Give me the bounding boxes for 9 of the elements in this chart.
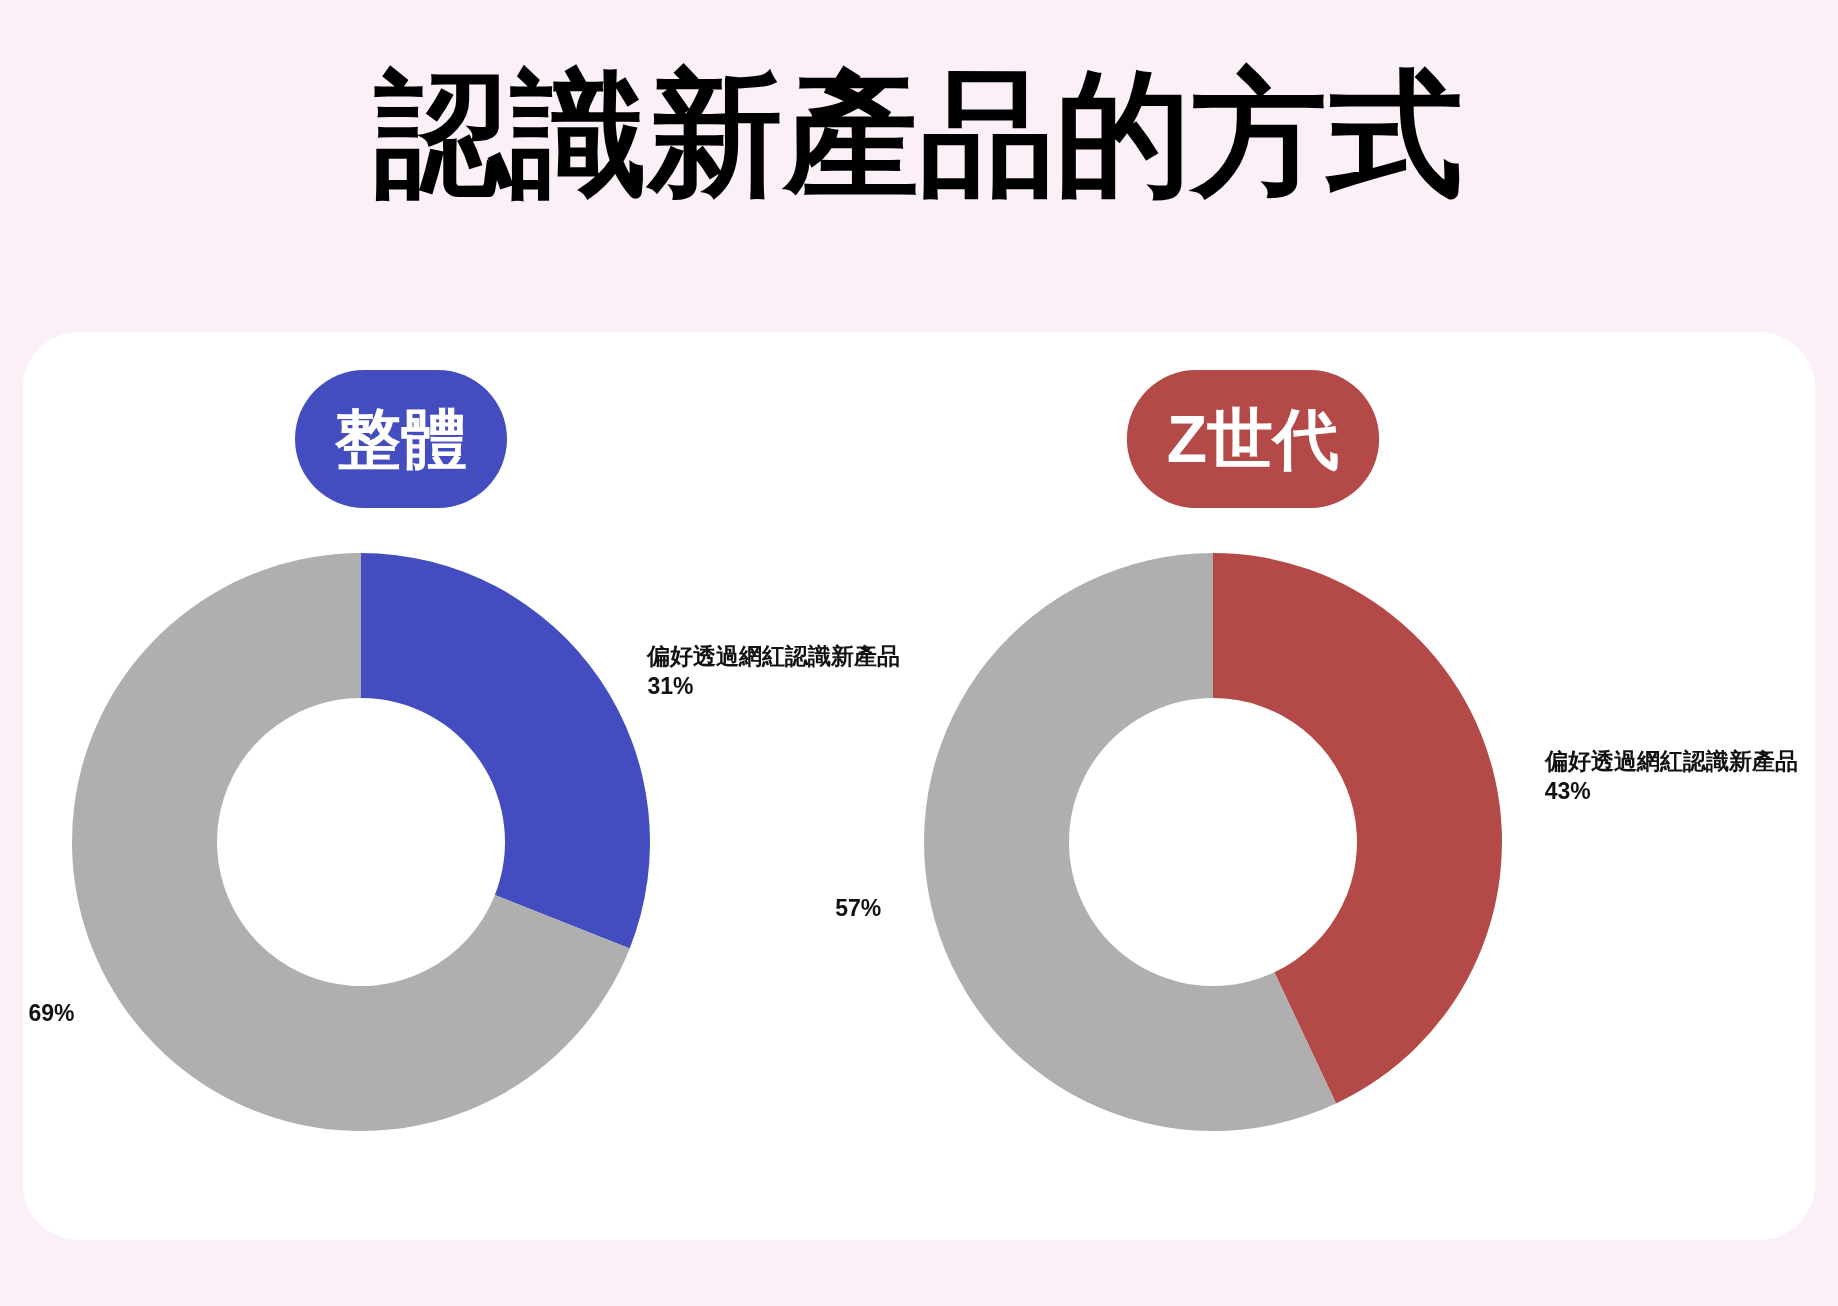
data-label: 31% xyxy=(647,673,694,700)
data-label: 43% xyxy=(1544,777,1591,804)
text: 認識新產品的方式 xyxy=(373,55,1464,213)
slice-label: 偏好透過網紅認識新產品 xyxy=(1543,747,1798,774)
data-label: 57% xyxy=(835,895,882,922)
slice-label: 偏好透過網紅認識新產品 xyxy=(646,643,901,670)
data-label: 69% xyxy=(28,999,75,1026)
chart-title: Z世代 xyxy=(1166,402,1340,476)
chart-title: 整體 xyxy=(334,402,467,476)
